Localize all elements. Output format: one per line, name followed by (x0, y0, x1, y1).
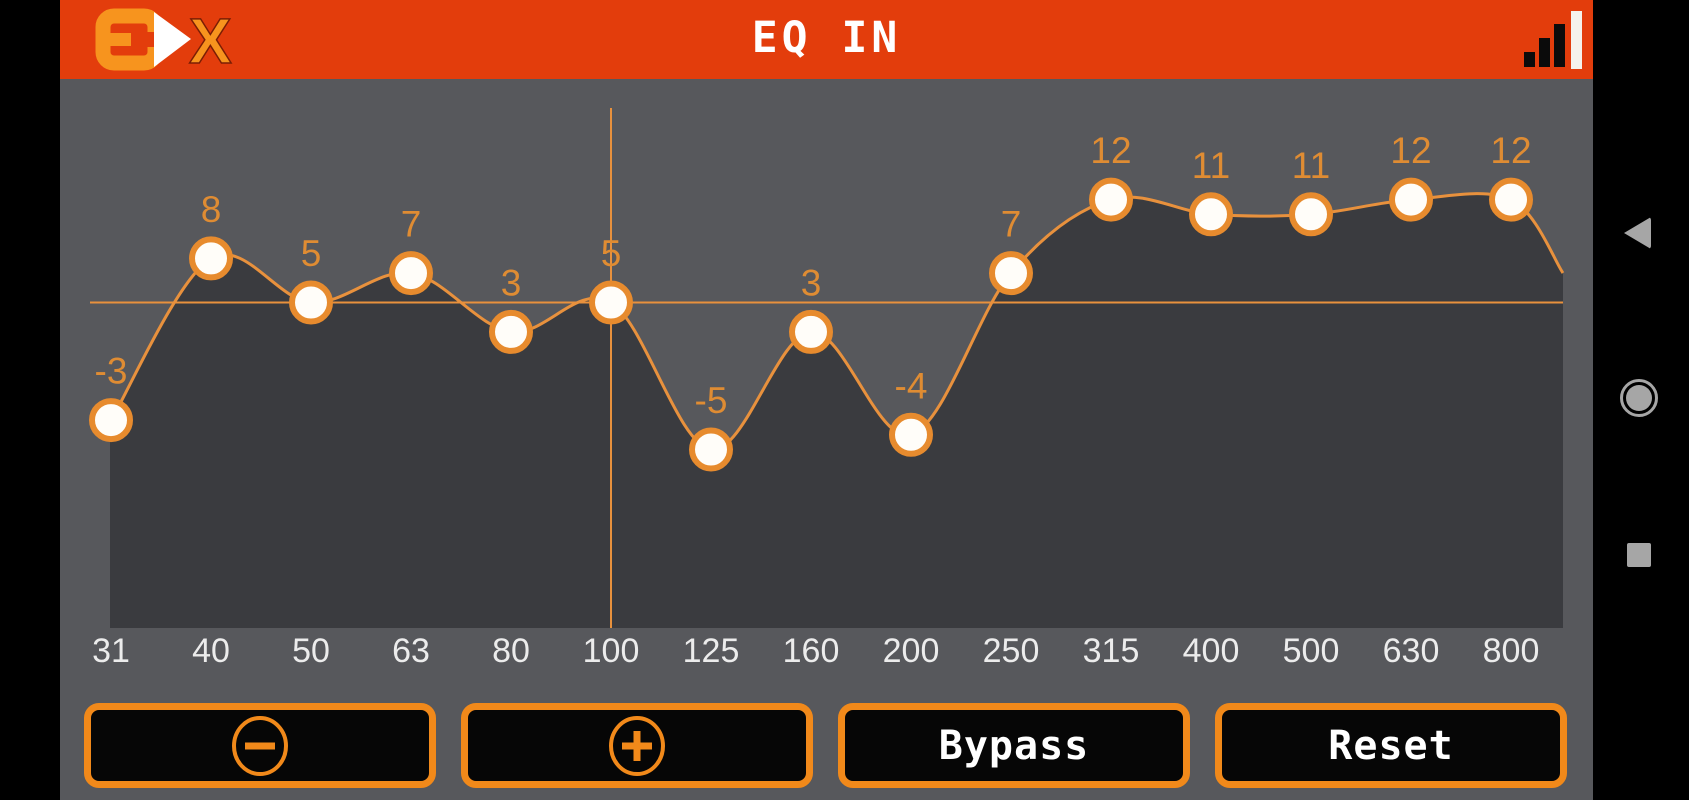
freq-tick-label: 100 (582, 632, 640, 670)
point-value-label: 12 (1390, 130, 1431, 171)
freq-tick-label: 315 (1082, 632, 1140, 670)
minus-circle-icon (232, 715, 288, 776)
eq-point-315hz[interactable] (1089, 177, 1133, 222)
eq-point-50hz[interactable] (289, 280, 333, 325)
point-value-label: 11 (1192, 145, 1230, 186)
freq-tick-label: 125 (682, 632, 740, 670)
logo-x: X (189, 7, 232, 72)
home-icon[interactable] (1620, 379, 1658, 417)
freq-tick-label: 200 (882, 632, 940, 670)
point-value-label: 11 (1292, 145, 1330, 186)
point-value-label: 12 (1490, 130, 1531, 171)
point-value-label: 3 (801, 262, 822, 303)
signal-bar-4 (1571, 11, 1582, 69)
frequency-axis: 31 40 50 63 80 100 125 160 200 250 315 400 500 630 800 (60, 632, 1593, 682)
eq-app: X EQ IN -3 8 5 7 3 5 -5 3 -4 7 12 11 11 12 12 31 40 50 63… (60, 0, 1593, 800)
freq-tick-label: 400 (1182, 632, 1240, 670)
eq-point-100hz[interactable] (589, 280, 633, 325)
ex-logo: X (95, 7, 233, 72)
point-value-label: 5 (301, 233, 322, 274)
point-value-label: -5 (695, 380, 728, 421)
page-title: EQ IN (751, 12, 902, 63)
eq-point-31hz[interactable] (89, 398, 133, 443)
freq-tick-label: 50 (292, 632, 330, 670)
back-icon[interactable] (1624, 217, 1651, 249)
point-value-label: 12 (1090, 130, 1131, 171)
recents-icon[interactable] (1627, 543, 1651, 567)
eq-point-630hz[interactable] (1389, 177, 1433, 222)
point-value-label: 8 (201, 189, 222, 230)
bypass-button[interactable]: Bypass (838, 703, 1190, 788)
point-value-label: 7 (401, 204, 422, 245)
eq-point-63hz[interactable] (389, 251, 433, 296)
android-nav-bar (1593, 0, 1689, 800)
eq-curve-chart: -3 8 5 7 3 5 -5 3 -4 7 12 11 11 12 12 (89, 108, 1565, 628)
reset-button-label: Reset (1328, 722, 1454, 769)
eq-point-80hz[interactable] (489, 309, 533, 354)
freq-tick-label: 63 (392, 632, 430, 670)
app-header: X EQ IN (60, 0, 1593, 79)
signal-bars-icon (1520, 0, 1586, 79)
eq-point-500hz[interactable] (1289, 192, 1333, 237)
freq-tick-label: 31 (92, 632, 130, 670)
eq-point-800hz[interactable] (1489, 177, 1533, 222)
signal-bar-3 (1554, 24, 1565, 67)
increase-button[interactable] (461, 703, 813, 788)
freq-tick-label: 250 (982, 632, 1040, 670)
signal-bar-1 (1524, 52, 1535, 67)
freq-tick-label: 630 (1382, 632, 1440, 670)
bypass-button-label: Bypass (938, 722, 1090, 769)
plus-circle-icon (609, 715, 665, 776)
eq-point-200hz[interactable] (889, 412, 933, 457)
eq-point-160hz[interactable] (789, 309, 833, 354)
point-value-label: 7 (1001, 204, 1022, 245)
decrease-button[interactable] (84, 703, 436, 788)
point-value-label: 5 (601, 233, 622, 274)
freq-tick-label: 80 (492, 632, 530, 670)
eq-point-250hz[interactable] (989, 251, 1033, 296)
freq-tick-label: 40 (192, 632, 230, 670)
eq-point-125hz[interactable] (689, 427, 733, 472)
eq-point-400hz[interactable] (1189, 192, 1233, 237)
signal-bar-2 (1539, 38, 1550, 67)
point-value-label: -3 (95, 351, 128, 392)
reset-button[interactable]: Reset (1215, 703, 1567, 788)
freq-tick-label: 800 (1482, 632, 1540, 670)
play-triangle-icon (154, 12, 191, 67)
point-value-label: -4 (895, 365, 928, 406)
eq-area-fill (110, 193, 1563, 628)
point-value-label: 3 (501, 262, 522, 303)
freq-tick-label: 160 (782, 632, 840, 670)
eq-point-40hz[interactable] (189, 236, 233, 281)
freq-tick-label: 500 (1282, 632, 1340, 670)
